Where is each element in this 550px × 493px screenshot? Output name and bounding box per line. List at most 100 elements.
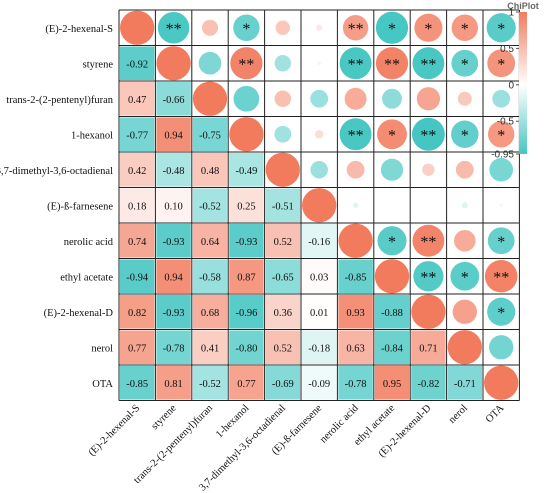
correlation-circle-2-6 (344, 87, 367, 110)
correlation-cell-bg-10-3 (229, 366, 264, 400)
correlation-cell-bg-8-6 (338, 295, 373, 329)
correlation-circle-1-2 (198, 51, 222, 75)
correlation-value-9-3: -0.80 (235, 343, 257, 354)
correlation-circle-3-5 (314, 129, 324, 139)
colorbar-tick-label-4: -0.95 (491, 150, 514, 161)
correlation-value-6-0: 0.74 (128, 237, 147, 248)
correlation-value-8-6: 0.93 (346, 308, 364, 319)
correlation-cell-bg-5-1 (156, 188, 191, 222)
correlation-cell-bg-4-0 (120, 153, 155, 187)
correlation-value-9-6: 0.63 (346, 343, 364, 354)
correlation-cell-bg-9-7 (374, 330, 410, 364)
colorbar-tick-label-1: 0.5 (500, 44, 514, 55)
correlation-circle-4-10 (489, 157, 514, 182)
correlation-value-2-1: -0.66 (163, 95, 185, 106)
correlation-circle-1-7 (375, 47, 409, 80)
correlation-circle-7-7 (374, 259, 410, 294)
correlation-value-9-5: -0.18 (308, 343, 330, 354)
matrix-cells: ** * ** * * * *-0.92 ** ** ** ** * *0.47 -0.66-0.77 0.… (120, 10, 519, 400)
significance-mark-1-3: ** (238, 56, 254, 73)
significance-mark-6-10: * (497, 234, 505, 251)
correlation-circle-1-1 (156, 46, 191, 81)
correlation-cell-bg-9-8 (411, 330, 446, 364)
correlation-circle-2-3 (233, 85, 260, 112)
correlation-value-10-2: -0.52 (199, 379, 221, 390)
correlation-value-9-7: -0.84 (381, 343, 404, 354)
correlation-circle-0-1 (157, 11, 190, 44)
correlation-value-7-0: -0.94 (126, 272, 149, 283)
correlation-value-8-0: 0.82 (128, 308, 146, 319)
correlation-cell-bg-8-4 (265, 295, 300, 329)
correlation-value-5-0: 0.18 (128, 201, 146, 212)
correlation-cell-bg-5-3 (229, 188, 264, 222)
correlation-value-8-2: 0.68 (201, 308, 219, 319)
row-label-3: 1-hexanol (71, 130, 113, 141)
correlation-cell-bg-7-5 (302, 259, 337, 293)
correlation-circle-3-4 (274, 125, 292, 143)
correlation-circle-2-9 (457, 91, 472, 106)
correlation-circle-7-9 (450, 261, 480, 291)
column-label-10: OTA (484, 403, 507, 426)
correlation-cell-bg-9-3 (229, 330, 264, 364)
correlation-value-10-5: -0.09 (308, 379, 330, 390)
colorbar-tick-label-0: 1 (508, 8, 514, 19)
correlation-circle-10-10 (484, 365, 519, 400)
correlation-cell-bg-10-8 (411, 366, 446, 400)
correlation-circle-6-7 (377, 226, 407, 256)
correlation-circle-3-9 (451, 120, 479, 148)
correlation-cell-bg-9-5 (302, 330, 337, 364)
significance-mark-7-10: ** (493, 269, 509, 286)
row-label-6: nerolic acid (64, 237, 114, 248)
correlation-circle-3-10 (487, 121, 515, 148)
correlation-circle-1-8 (412, 47, 445, 80)
correlation-circle-4-6 (346, 160, 365, 179)
correlation-circle-5-9 (461, 202, 468, 209)
correlation-cell-bg-6-1 (156, 224, 191, 258)
correlation-circle-3-6 (339, 118, 372, 151)
significance-mark-0-9: * (461, 21, 469, 38)
correlation-circle-8-10 (487, 297, 516, 326)
correlation-value-8-3: -0.96 (235, 308, 257, 319)
correlation-circle-5-6 (352, 202, 359, 208)
significance-mark-7-8: ** (420, 269, 436, 286)
correlation-cell-bg-8-5 (302, 295, 337, 329)
correlation-circle-2-4 (274, 90, 292, 107)
matrix-grid (118, 9, 520, 401)
correlation-value-4-1: -0.48 (163, 166, 185, 177)
correlation-circle-4-7 (380, 158, 404, 181)
significance-mark-0-1: ** (166, 21, 182, 38)
correlation-circle-4-4 (265, 152, 300, 187)
column-label-9: nerol (447, 403, 470, 426)
correlation-value-5-2: -0.52 (199, 201, 221, 212)
correlation-circle-4-5 (310, 161, 328, 179)
correlation-circle-8-8 (411, 294, 446, 329)
correlation-circle-5-8 (427, 204, 429, 206)
correlation-value-9-0: 0.77 (128, 343, 146, 354)
correlation-value-5-1: 0.10 (164, 201, 182, 212)
colorbar-title: ChiPlot (507, 1, 539, 11)
correlation-circle-1-10 (487, 49, 516, 78)
correlation-value-10-4: -0.69 (272, 379, 294, 390)
significance-mark-8-10: * (497, 305, 505, 322)
correlation-circle-6-6 (338, 223, 373, 258)
correlation-value-6-2: 0.64 (201, 237, 220, 248)
correlation-cell-bg-2-1 (156, 82, 191, 116)
significance-mark-1-9: * (461, 56, 469, 73)
significance-mark-7-9: * (461, 269, 469, 286)
significance-mark-1-6: ** (348, 56, 364, 73)
row-label-4: 3,7-dimethyl-3,6-octadienal (0, 166, 113, 177)
correlation-value-5-4: -0.51 (272, 201, 294, 212)
correlation-cell-bg-8-7 (374, 295, 410, 329)
column-label-0: (E)-2-hexenal-S (87, 403, 143, 459)
correlation-value-9-8: 0.71 (419, 343, 437, 354)
significance-mark-3-8: ** (420, 127, 436, 144)
correlation-cell-bg-7-1 (156, 259, 191, 293)
correlation-value-3-0: -0.77 (126, 130, 148, 141)
correlation-circle-0-7 (375, 11, 409, 44)
significance-mark-3-10: * (497, 127, 505, 144)
significance-mark-3-9: * (461, 127, 469, 144)
row-label-8: (E)-2-hexenal-D (44, 308, 114, 319)
correlation-circle-8-9 (452, 299, 477, 324)
correlation-value-9-4: 0.52 (274, 343, 292, 354)
